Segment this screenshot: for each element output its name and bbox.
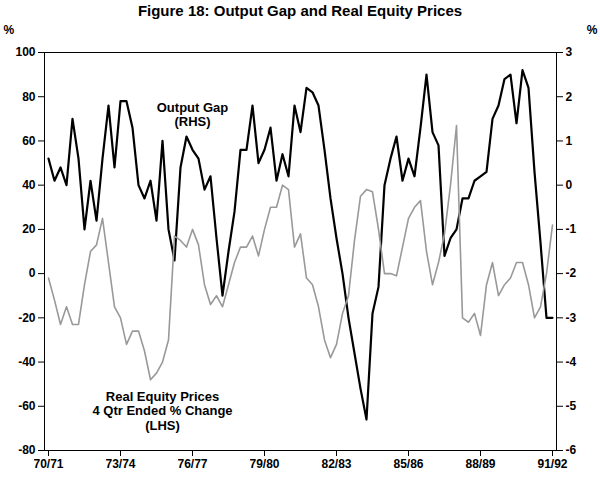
svg-text:-80: -80 — [18, 443, 36, 457]
svg-text:40: 40 — [22, 178, 36, 192]
svg-text:79/80: 79/80 — [249, 457, 279, 471]
svg-text:76/77: 76/77 — [177, 457, 207, 471]
svg-text:-2: -2 — [566, 266, 577, 280]
svg-text:Real Equity Prices4 Qtr Ended: Real Equity Prices4 Qtr Ended % Change(L… — [92, 389, 232, 433]
svg-text:%: % — [4, 23, 15, 37]
svg-text:Output Gap(RHS): Output Gap(RHS) — [157, 100, 229, 129]
svg-text:88/89: 88/89 — [465, 457, 495, 471]
svg-text:0: 0 — [566, 178, 573, 192]
svg-text:0: 0 — [29, 266, 36, 280]
svg-text:20: 20 — [22, 222, 36, 236]
svg-text:-3: -3 — [566, 311, 577, 325]
svg-text:%: % — [587, 23, 598, 37]
svg-text:70/71: 70/71 — [33, 457, 63, 471]
svg-text:-4: -4 — [566, 355, 577, 369]
html-text:Figure 18: Output Gap and Real: Figure 18: Output Gap and Real Equity Pr… — [137, 2, 463, 19]
svg-text:2: 2 — [566, 90, 573, 104]
svg-text:-1: -1 — [566, 222, 577, 236]
svg-text:-60: -60 — [18, 399, 36, 413]
svg-text:1: 1 — [566, 134, 573, 148]
svg-text:60: 60 — [22, 134, 36, 148]
svg-text:-20: -20 — [18, 311, 36, 325]
svg-text:82/83: 82/83 — [321, 457, 351, 471]
svg-text:-5: -5 — [566, 399, 577, 413]
svg-text:3: 3 — [566, 45, 573, 59]
svg-text:-6: -6 — [566, 443, 577, 457]
svg-text:100: 100 — [15, 45, 35, 59]
svg-text:73/74: 73/74 — [105, 457, 135, 471]
svg-text:91/92: 91/92 — [537, 457, 567, 471]
svg-text:85/86: 85/86 — [393, 457, 423, 471]
svg-text:-40: -40 — [18, 355, 36, 369]
svg-text:80: 80 — [22, 90, 36, 104]
